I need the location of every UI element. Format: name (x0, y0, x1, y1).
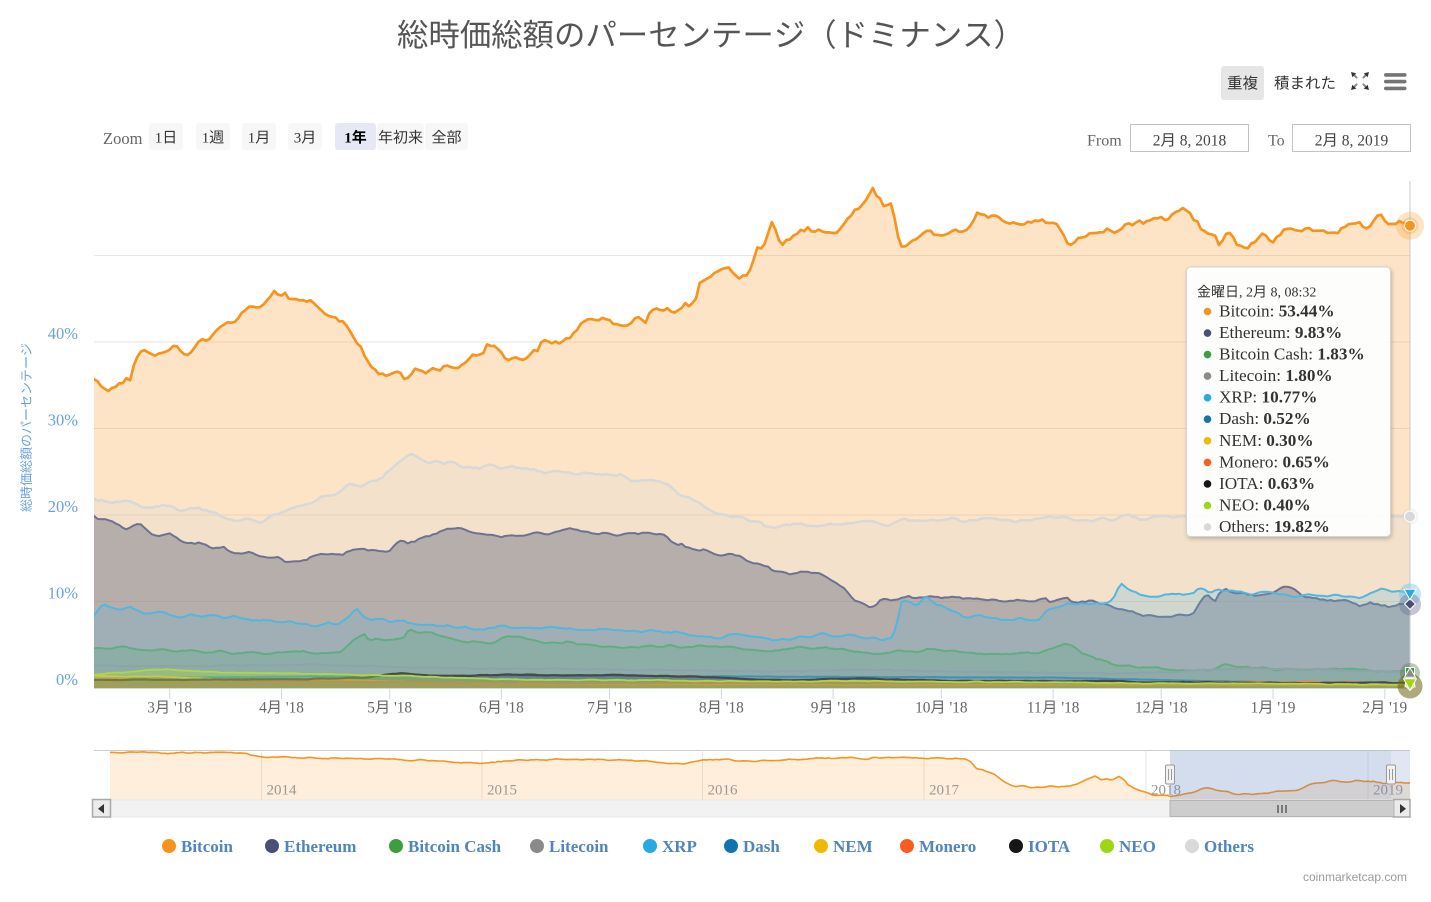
svg-text:8: 8 (699, 700, 707, 717)
svg-text:XRP: 10.77%: XRP: 10.77% (1219, 388, 1317, 407)
svg-text:Ethereum: Ethereum (284, 837, 356, 856)
svg-text:7: 7 (587, 700, 595, 717)
svg-text:'18: '18 (610, 700, 632, 717)
svg-text:'19: '19 (1385, 700, 1407, 717)
svg-text:NEO: NEO (1119, 837, 1156, 856)
svg-text:9: 9 (811, 700, 819, 717)
svg-text:Dash: 0.52%: Dash: 0.52% (1219, 409, 1311, 428)
svg-text:10: 10 (915, 700, 931, 717)
svg-text:Others: Others (1204, 837, 1254, 856)
svg-text:3: 3 (294, 131, 302, 147)
svg-text:10%: 10% (48, 583, 79, 602)
svg-text:1: 1 (248, 131, 256, 147)
svg-text:11: 11 (1027, 700, 1042, 717)
svg-text:40%: 40% (48, 324, 79, 343)
svg-text:Bitcoin Cash: 1.83%: Bitcoin Cash: 1.83% (1219, 345, 1365, 364)
svg-text:To: To (1268, 133, 1285, 150)
svg-text:NEM: 0.30%: NEM: 0.30% (1219, 431, 1314, 450)
svg-text:3: 3 (147, 700, 155, 717)
svg-text:2: 2 (1362, 700, 1370, 717)
svg-text:8, 08:32: 8, 08:32 (1267, 286, 1316, 301)
svg-text:8, 2019: 8, 2019 (1338, 133, 1389, 150)
svg-text:8, 2018: 8, 2018 (1176, 133, 1227, 150)
svg-text:'18: '18 (946, 700, 968, 717)
svg-text:2: 2 (1153, 133, 1161, 150)
svg-text:'18: '18 (722, 700, 744, 717)
svg-text:NEO: 0.40%: NEO: 0.40% (1219, 496, 1311, 515)
svg-text:'18: '18 (834, 700, 856, 717)
svg-text:'18: '18 (282, 700, 304, 717)
svg-text:Dash: Dash (743, 837, 780, 856)
svg-text:20%: 20% (48, 497, 79, 516)
svg-text:'18: '18 (1058, 700, 1080, 717)
svg-text:Bitcoin: Bitcoin (181, 837, 233, 856)
svg-text:4: 4 (259, 700, 267, 717)
svg-text:XRP: XRP (662, 837, 697, 856)
svg-text:1: 1 (155, 131, 163, 147)
svg-text:'18: '18 (1166, 700, 1188, 717)
svg-text:IOTA: 0.63%: IOTA: 0.63% (1219, 474, 1315, 493)
svg-text:2: 2 (1315, 133, 1323, 150)
svg-text:, 2: , 2 (1239, 286, 1253, 301)
svg-text:Others: 19.82%: Others: 19.82% (1219, 517, 1330, 536)
svg-text:2018: 2018 (1151, 783, 1181, 799)
svg-text:Bitcoin: 53.44%: Bitcoin: 53.44% (1219, 302, 1335, 321)
svg-text:coinmarketcap.com: coinmarketcap.com (1303, 870, 1407, 884)
svg-text:'18: '18 (502, 700, 524, 717)
svg-text:Litecoin: 1.80%: Litecoin: 1.80% (1219, 366, 1333, 385)
svg-text:'19: '19 (1274, 700, 1296, 717)
svg-text:1: 1 (202, 131, 210, 147)
svg-text:Ethereum: 9.83%: Ethereum: 9.83% (1219, 323, 1342, 342)
svg-text:2016: 2016 (708, 783, 739, 799)
svg-text:2017: 2017 (929, 783, 960, 799)
svg-text:Monero: Monero (919, 837, 976, 856)
svg-text:12: 12 (1135, 700, 1150, 717)
svg-text:1: 1 (344, 131, 352, 147)
svg-text:'18: '18 (390, 700, 412, 717)
svg-text:From: From (1087, 133, 1122, 150)
svg-text:0%: 0% (56, 670, 78, 689)
svg-text:2015: 2015 (487, 783, 517, 799)
svg-text:IOTA: IOTA (1028, 837, 1071, 856)
svg-text:Bitcoin Cash: Bitcoin Cash (408, 837, 502, 856)
svg-text:Zoom: Zoom (103, 129, 143, 148)
svg-text:2019: 2019 (1373, 783, 1403, 799)
svg-text:NEM: NEM (833, 837, 873, 856)
svg-text:2014: 2014 (267, 783, 298, 799)
svg-text:1: 1 (1251, 700, 1259, 717)
svg-text:'18: '18 (170, 700, 192, 717)
svg-text:Monero: 0.65%: Monero: 0.65% (1219, 452, 1330, 471)
svg-text:Litecoin: Litecoin (549, 837, 609, 856)
svg-text:5: 5 (367, 700, 375, 717)
svg-text:6: 6 (479, 700, 487, 717)
svg-text:30%: 30% (48, 410, 79, 429)
